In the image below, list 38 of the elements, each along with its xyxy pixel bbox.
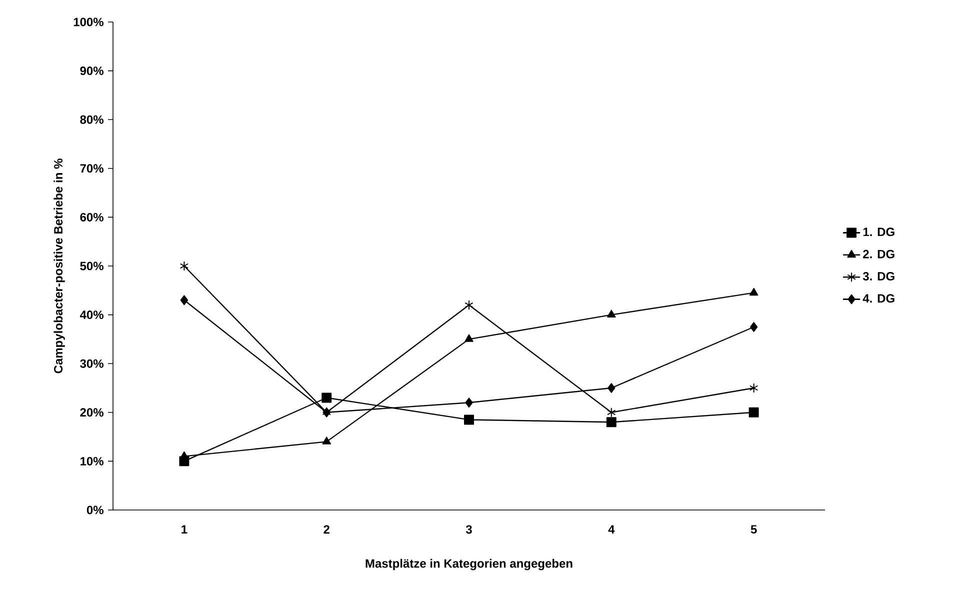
- legend-label: 4. DG: [862, 294, 894, 303]
- point: [322, 392, 332, 403]
- x-axis-title: Mastplätze in Kategorien angegeben: [366, 558, 572, 570]
- y-tick-label: 50%: [80, 262, 104, 270]
- point: [607, 407, 616, 418]
- x-tick-label: 2: [324, 525, 330, 534]
- y-tick-label: 40%: [80, 310, 104, 320]
- y-tick-label: 10%: [80, 456, 104, 466]
- point: [464, 300, 474, 310]
- point: [180, 261, 189, 271]
- y-tick-label: 0%: [86, 506, 104, 514]
- x-tick-label: 1: [182, 525, 188, 534]
- y-tick-label: 30%: [80, 359, 104, 368]
- y-tick-label: 100%: [74, 18, 104, 26]
- legend-label: 3. DG: [862, 272, 894, 281]
- point: [750, 322, 758, 332]
- x-tick-label: 4: [608, 525, 615, 534]
- point: [748, 407, 759, 418]
- point: [464, 334, 474, 342]
- y-tick-label: 20%: [80, 408, 104, 417]
- point: [322, 436, 331, 444]
- legend-label: 2. DG: [863, 250, 894, 258]
- y-tick-label: 70%: [80, 164, 104, 173]
- point: [464, 414, 474, 425]
- y-tick-label: 80%: [80, 115, 104, 124]
- point: [465, 398, 473, 408]
- point: [749, 288, 758, 296]
- y-tick-label: 60%: [80, 212, 104, 222]
- x-tick-label: 3: [466, 525, 472, 534]
- point: [608, 383, 616, 393]
- x-tick-label: 5: [750, 525, 757, 534]
- point: [749, 383, 758, 393]
- y-tick-label: 90%: [80, 66, 104, 76]
- point: [607, 310, 616, 318]
- point: [606, 417, 616, 428]
- point: [180, 295, 188, 306]
- legend-label: 1. DG: [863, 228, 894, 236]
- y-axis-title: Campylobacter-positive Betriebe in %: [54, 158, 65, 374]
